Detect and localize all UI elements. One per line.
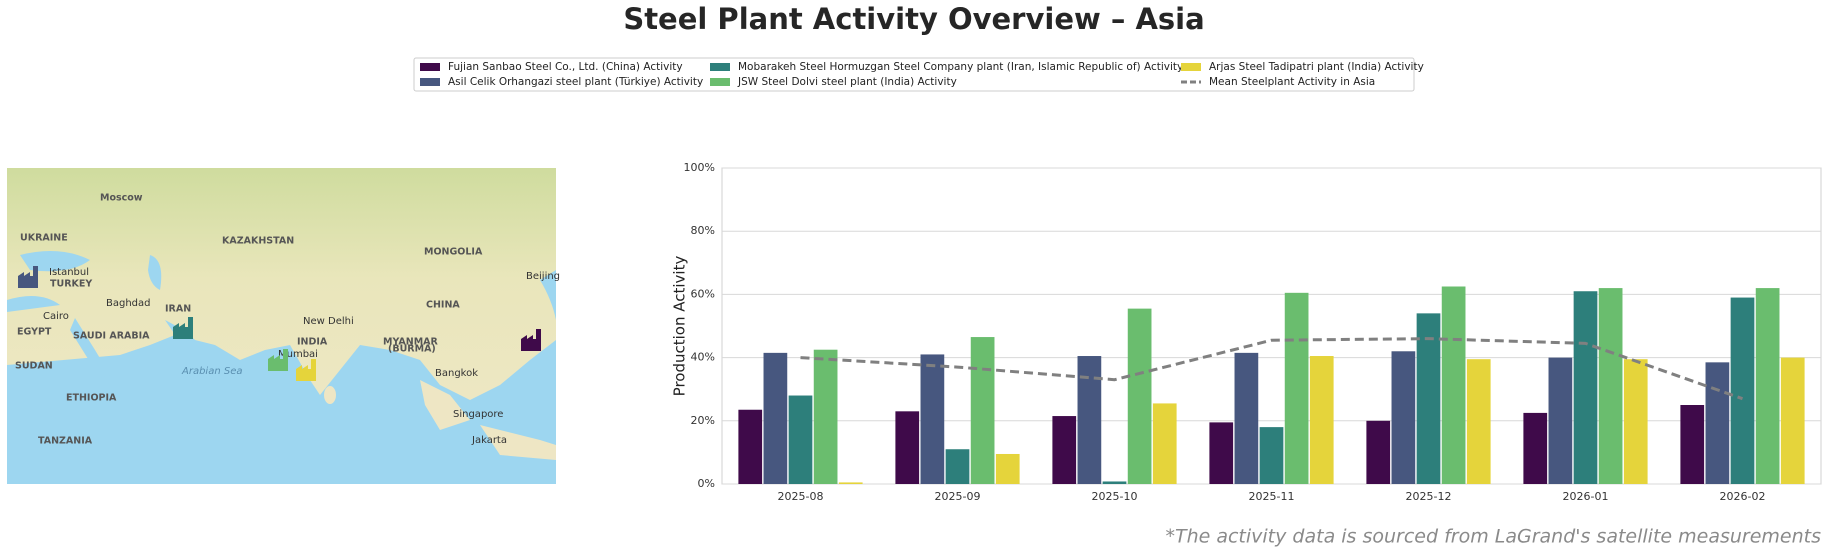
- bar: [895, 411, 920, 484]
- legend-label: JSW Steel Dolvi steel plant (India) Acti…: [737, 76, 957, 88]
- map-label: Cairo: [43, 311, 69, 322]
- map-label: CHINA: [426, 300, 460, 311]
- y-tick-label: 80%: [691, 224, 715, 237]
- map-label: IRAN: [165, 304, 191, 315]
- bar: [1077, 356, 1102, 484]
- bar: [1730, 297, 1755, 484]
- map-label: INDIA: [297, 337, 328, 348]
- legend-swatch: [420, 78, 440, 86]
- map-label: MYANMAR: [383, 337, 439, 348]
- x-tick-label: 2025-10: [1092, 490, 1138, 503]
- y-tick-label: 40%: [691, 351, 715, 364]
- bar: [1052, 416, 1077, 484]
- map-label: UKRAINE: [20, 233, 68, 244]
- plant-icon: [521, 329, 541, 351]
- bar: [1548, 357, 1573, 484]
- map-label: Mumbai: [278, 349, 318, 360]
- map-label: TANZANIA: [38, 436, 93, 447]
- bar: [738, 409, 763, 484]
- map-label: TURKEY: [50, 279, 92, 290]
- bar: [1680, 405, 1705, 484]
- bar: [1466, 359, 1491, 484]
- bar: [1209, 422, 1234, 484]
- legend-label: Mean Steelplant Activity in Asia: [1209, 76, 1375, 88]
- mean-line: [800, 337, 1743, 401]
- bar: [1259, 427, 1284, 484]
- bar: [1598, 288, 1623, 484]
- plant-icon: [296, 359, 316, 381]
- map-label: Istanbul: [49, 267, 89, 278]
- y-axis-label: Production Activity: [671, 256, 689, 397]
- map-label: Baghdad: [106, 298, 151, 309]
- bar: [1705, 362, 1730, 484]
- y-tick-label: 60%: [691, 287, 715, 300]
- x-tick-label: 2025-09: [935, 490, 981, 503]
- x-tick-label: 2026-01: [1563, 490, 1609, 503]
- bar: [995, 453, 1020, 484]
- x-tick-label: 2026-02: [1720, 490, 1766, 503]
- bar: [1102, 481, 1127, 484]
- legend-label: Mobarakeh Steel Hormuzgan Steel Company …: [738, 61, 1183, 73]
- map-label: Arabian Sea: [181, 366, 242, 377]
- bar: [1284, 292, 1309, 484]
- bar: [945, 449, 970, 484]
- legend-label: Asil Celik Orhangazi steel plant (Türkiy…: [448, 76, 703, 88]
- map-label: MONGOLIA: [424, 247, 483, 258]
- legend-box: [413, 57, 1415, 92]
- bar: [1366, 420, 1391, 484]
- plant-icon: [268, 349, 288, 371]
- map-label: Bangkok: [435, 368, 478, 379]
- bar: [1441, 286, 1466, 484]
- x-tick-label: 2025-11: [1249, 490, 1295, 503]
- bar: [970, 337, 995, 484]
- map-label: SUDAN: [15, 361, 53, 372]
- title: Steel Plant Activity Overview – Asia: [623, 2, 1204, 36]
- bar: [1309, 356, 1334, 484]
- map-label: ETHIOPIA: [66, 393, 117, 404]
- map-label: SAUDI ARABIA: [73, 331, 150, 342]
- footnote: *The activity data is sourced from LaGra…: [1165, 526, 1821, 548]
- legend-swatch: [1181, 63, 1201, 71]
- bar: [763, 352, 788, 484]
- bar: [1573, 291, 1598, 484]
- bar: [1391, 351, 1416, 484]
- y-tick-label: 20%: [691, 414, 715, 427]
- map-label: Singapore: [453, 409, 503, 420]
- map: Moscow UKRAINE Istanbul TURKEY KAZAKHSTA…: [7, 168, 560, 484]
- bar: [1416, 313, 1441, 484]
- map-label: (BURMA): [388, 344, 436, 355]
- bar: [1623, 359, 1648, 484]
- bar: [920, 354, 945, 484]
- legend-label: Arjas Steel Tadipatri plant (India) Acti…: [1209, 61, 1424, 73]
- x-tick-label: 2025-12: [1406, 490, 1452, 503]
- bar: [1523, 412, 1548, 484]
- map-label: Moscow: [100, 193, 143, 204]
- legend-swatch: [420, 63, 440, 71]
- bar: [1127, 308, 1152, 484]
- bar: [838, 482, 863, 484]
- map-label: Jakarta: [471, 435, 507, 446]
- plant-icon: [18, 266, 38, 288]
- bar: [813, 349, 838, 484]
- bar: [788, 395, 813, 484]
- x-tick-label: 2025-08: [778, 490, 824, 503]
- map-label: KAZAKHSTAN: [222, 236, 294, 247]
- y-tick-label: 0%: [698, 477, 715, 490]
- bar: [1755, 288, 1780, 484]
- bar: [1152, 403, 1177, 484]
- legend-swatch: [710, 78, 730, 86]
- plant-icon: [173, 317, 193, 339]
- map-label: New Delhi: [303, 316, 354, 327]
- legend-swatch: [710, 63, 730, 71]
- legend-label: Fujian Sanbao Steel Co., Ltd. (China) Ac…: [448, 61, 683, 73]
- map-label: Beijing: [526, 271, 560, 282]
- y-tick-label: 100%: [684, 161, 715, 174]
- map-label: EGYPT: [17, 327, 52, 338]
- bar: [1780, 357, 1805, 484]
- bar: [1234, 352, 1259, 484]
